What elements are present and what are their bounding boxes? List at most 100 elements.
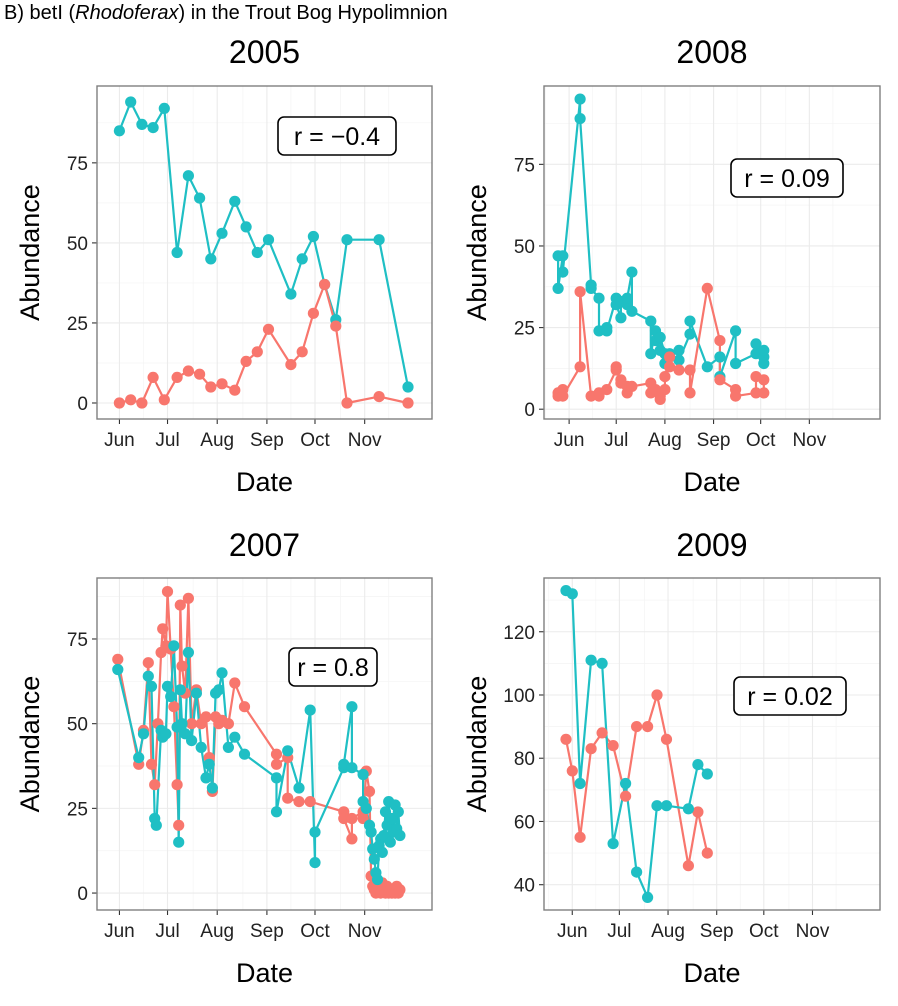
data-point (631, 721, 643, 733)
x-tick-label: Oct (300, 430, 330, 451)
correlation-label: r = 0.8 (297, 654, 369, 682)
data-point (673, 344, 685, 356)
data-point (145, 758, 158, 770)
plot-background (97, 578, 432, 910)
data-point (142, 657, 154, 669)
data-point (182, 365, 194, 377)
data-point (125, 96, 137, 108)
data-point (346, 833, 358, 845)
data-point (262, 234, 275, 246)
data-point (206, 782, 218, 794)
y-axis-title: Abundance (462, 184, 492, 321)
data-point (194, 368, 206, 380)
data-point (125, 394, 137, 406)
x-tick-label: Sep (250, 921, 284, 942)
y-tick-label: 0 (524, 400, 535, 421)
data-point (304, 796, 316, 808)
y-tick-label: 75 (67, 630, 88, 651)
data-point (714, 351, 726, 363)
data-point (574, 93, 586, 105)
panel-2009: Jun Jul Aug Sep Oct Nov 40 60 80 100 120 r = 0.02 20… (462, 527, 881, 988)
data-point (168, 701, 180, 713)
panel-border (96, 85, 433, 420)
data-point (285, 359, 297, 371)
data-point (270, 806, 283, 818)
data-point (282, 745, 294, 757)
y-tick-label: 50 (67, 234, 88, 255)
data-point (174, 599, 186, 611)
data-point (251, 246, 263, 259)
data-point (216, 667, 228, 679)
data-point (566, 765, 578, 777)
data-point (270, 772, 283, 784)
data-point (626, 305, 638, 317)
data-point (593, 292, 605, 304)
data-point (165, 691, 177, 703)
data-point (596, 727, 608, 739)
data-point (229, 677, 241, 689)
data-point (651, 689, 663, 701)
data-point (200, 711, 212, 723)
data-point (574, 777, 586, 790)
correlation-box (277, 116, 397, 156)
data-point (557, 266, 569, 278)
y-tick-label: 50 (67, 715, 88, 736)
y-tick-label: 0 (77, 884, 88, 905)
x-tick-label: Sep (697, 430, 731, 451)
data-point (195, 741, 207, 754)
y-tick-label: 25 (67, 799, 88, 820)
series-line (119, 283, 409, 405)
panel-border (96, 577, 433, 911)
data-point (758, 344, 770, 356)
data-point (574, 831, 586, 843)
data-point (684, 364, 696, 376)
data-point (692, 759, 704, 771)
data-point (682, 860, 695, 872)
data-point (402, 397, 414, 409)
data-point (758, 387, 770, 399)
data-point (585, 654, 597, 666)
y-tick-label: 50 (514, 237, 535, 258)
data-point (293, 796, 305, 808)
data-point (373, 234, 385, 246)
data-point (296, 253, 308, 265)
data-point (758, 374, 770, 386)
correlation-box (288, 647, 378, 687)
data-point (365, 826, 377, 838)
data-point (684, 387, 696, 399)
data-point (557, 390, 569, 402)
data-point (307, 307, 319, 319)
data-point (645, 348, 657, 360)
data-point (360, 802, 372, 815)
data-point (645, 315, 657, 327)
data-point (626, 266, 638, 278)
data-point (601, 325, 613, 337)
x-tick-label: Oct (300, 921, 330, 942)
data-point (596, 657, 608, 670)
x-tick-label: Jul (604, 430, 628, 451)
data-point (262, 323, 275, 335)
x-tick-label: Sep (700, 921, 734, 942)
data-point (673, 354, 685, 366)
data-point (293, 782, 305, 794)
x-tick-label: Jun (554, 430, 585, 451)
y-axis-title: Abundance (462, 676, 492, 813)
data-point (216, 227, 228, 239)
data-point (363, 785, 376, 798)
data-point (338, 812, 350, 825)
data-point (240, 355, 252, 367)
data-point (642, 721, 654, 733)
x-tick-label: Sep (250, 430, 284, 451)
data-point (631, 866, 643, 878)
data-point (730, 325, 742, 337)
data-point (701, 282, 713, 294)
data-point (730, 390, 742, 402)
x-tick-label: Nov (796, 921, 830, 942)
y-tick-label: 40 (514, 876, 535, 897)
x-tick-label: Aug (200, 921, 234, 942)
data-point (682, 803, 695, 815)
data-point (585, 743, 597, 755)
data-point (607, 838, 619, 850)
x-tick-label: Nov (348, 430, 382, 451)
